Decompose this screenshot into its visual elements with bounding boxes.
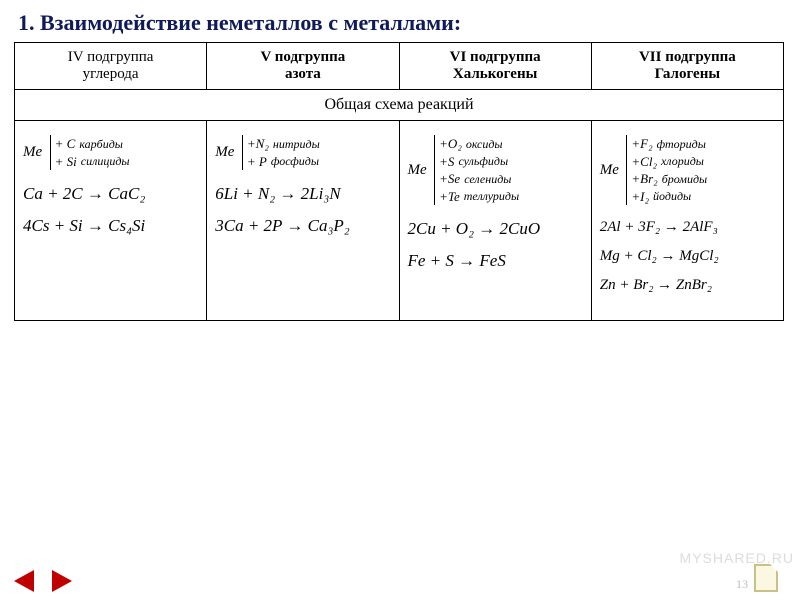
equation: Mg + Cl₂ → MgCl₂	[600, 248, 777, 265]
reaction-table: IV подгруппауглерода V подгруппаазота VI…	[14, 42, 784, 321]
equation: 2Cu + O₂ → 2CuO	[408, 219, 585, 239]
table-header-row: IV подгруппауглерода V подгруппаазота VI…	[15, 43, 784, 90]
table-body-row: Me + Cкарбиды + Siсилициды Ca + 2C → CaC…	[15, 121, 784, 321]
cell-col4: Me +F₂фториды +Cl₂хлориды +Br₂бромиды +I…	[591, 121, 783, 321]
header-col3: VI подгруппаХалькогены	[399, 43, 591, 90]
cell-col3: Me +O₂оксиды +Sсульфиды +Seселениды +Teт…	[399, 121, 591, 321]
page-number: 13	[736, 577, 748, 592]
header-col2: V подгруппаазота	[207, 43, 399, 90]
equation: Fe + S → FeS	[408, 251, 585, 271]
equation: 4Cs + Si → Cs₄Si	[23, 216, 200, 236]
prev-arrow-icon[interactable]	[14, 570, 34, 592]
equation: 2Al + 3F₂ → 2AlF₃	[600, 219, 777, 236]
header-col4: VII подгруппаГалогены	[591, 43, 783, 90]
next-arrow-icon[interactable]	[52, 570, 72, 592]
cell-col1: Me + Cкарбиды + Siсилициды Ca + 2C → CaC…	[15, 121, 207, 321]
me-label: Me	[23, 144, 42, 161]
me-label: Me	[408, 162, 427, 179]
document-icon[interactable]	[754, 564, 778, 592]
cell-col2: Me +N₂нитриды + Pфосфиды 6Li + N₂ → 2Li₃…	[207, 121, 399, 321]
nav-arrows	[14, 570, 72, 592]
scheme-header-row: Общая схема реакций	[15, 90, 784, 121]
equation: Zn + Br₂ → ZnBr₂	[600, 277, 777, 294]
page-title: 1. Взаимодействие неметаллов с металлами…	[0, 0, 800, 42]
scheme-label: Общая схема реакций	[15, 90, 784, 121]
equation: 6Li + N₂ → 2Li₃N	[215, 184, 392, 204]
header-col1: IV подгруппауглерода	[15, 43, 207, 90]
me-label: Me	[215, 144, 234, 161]
equation: Ca + 2C → CaC₂	[23, 184, 200, 204]
equation: 3Ca + 2P → Ca₃P₂	[215, 216, 392, 236]
me-label: Me	[600, 162, 619, 179]
